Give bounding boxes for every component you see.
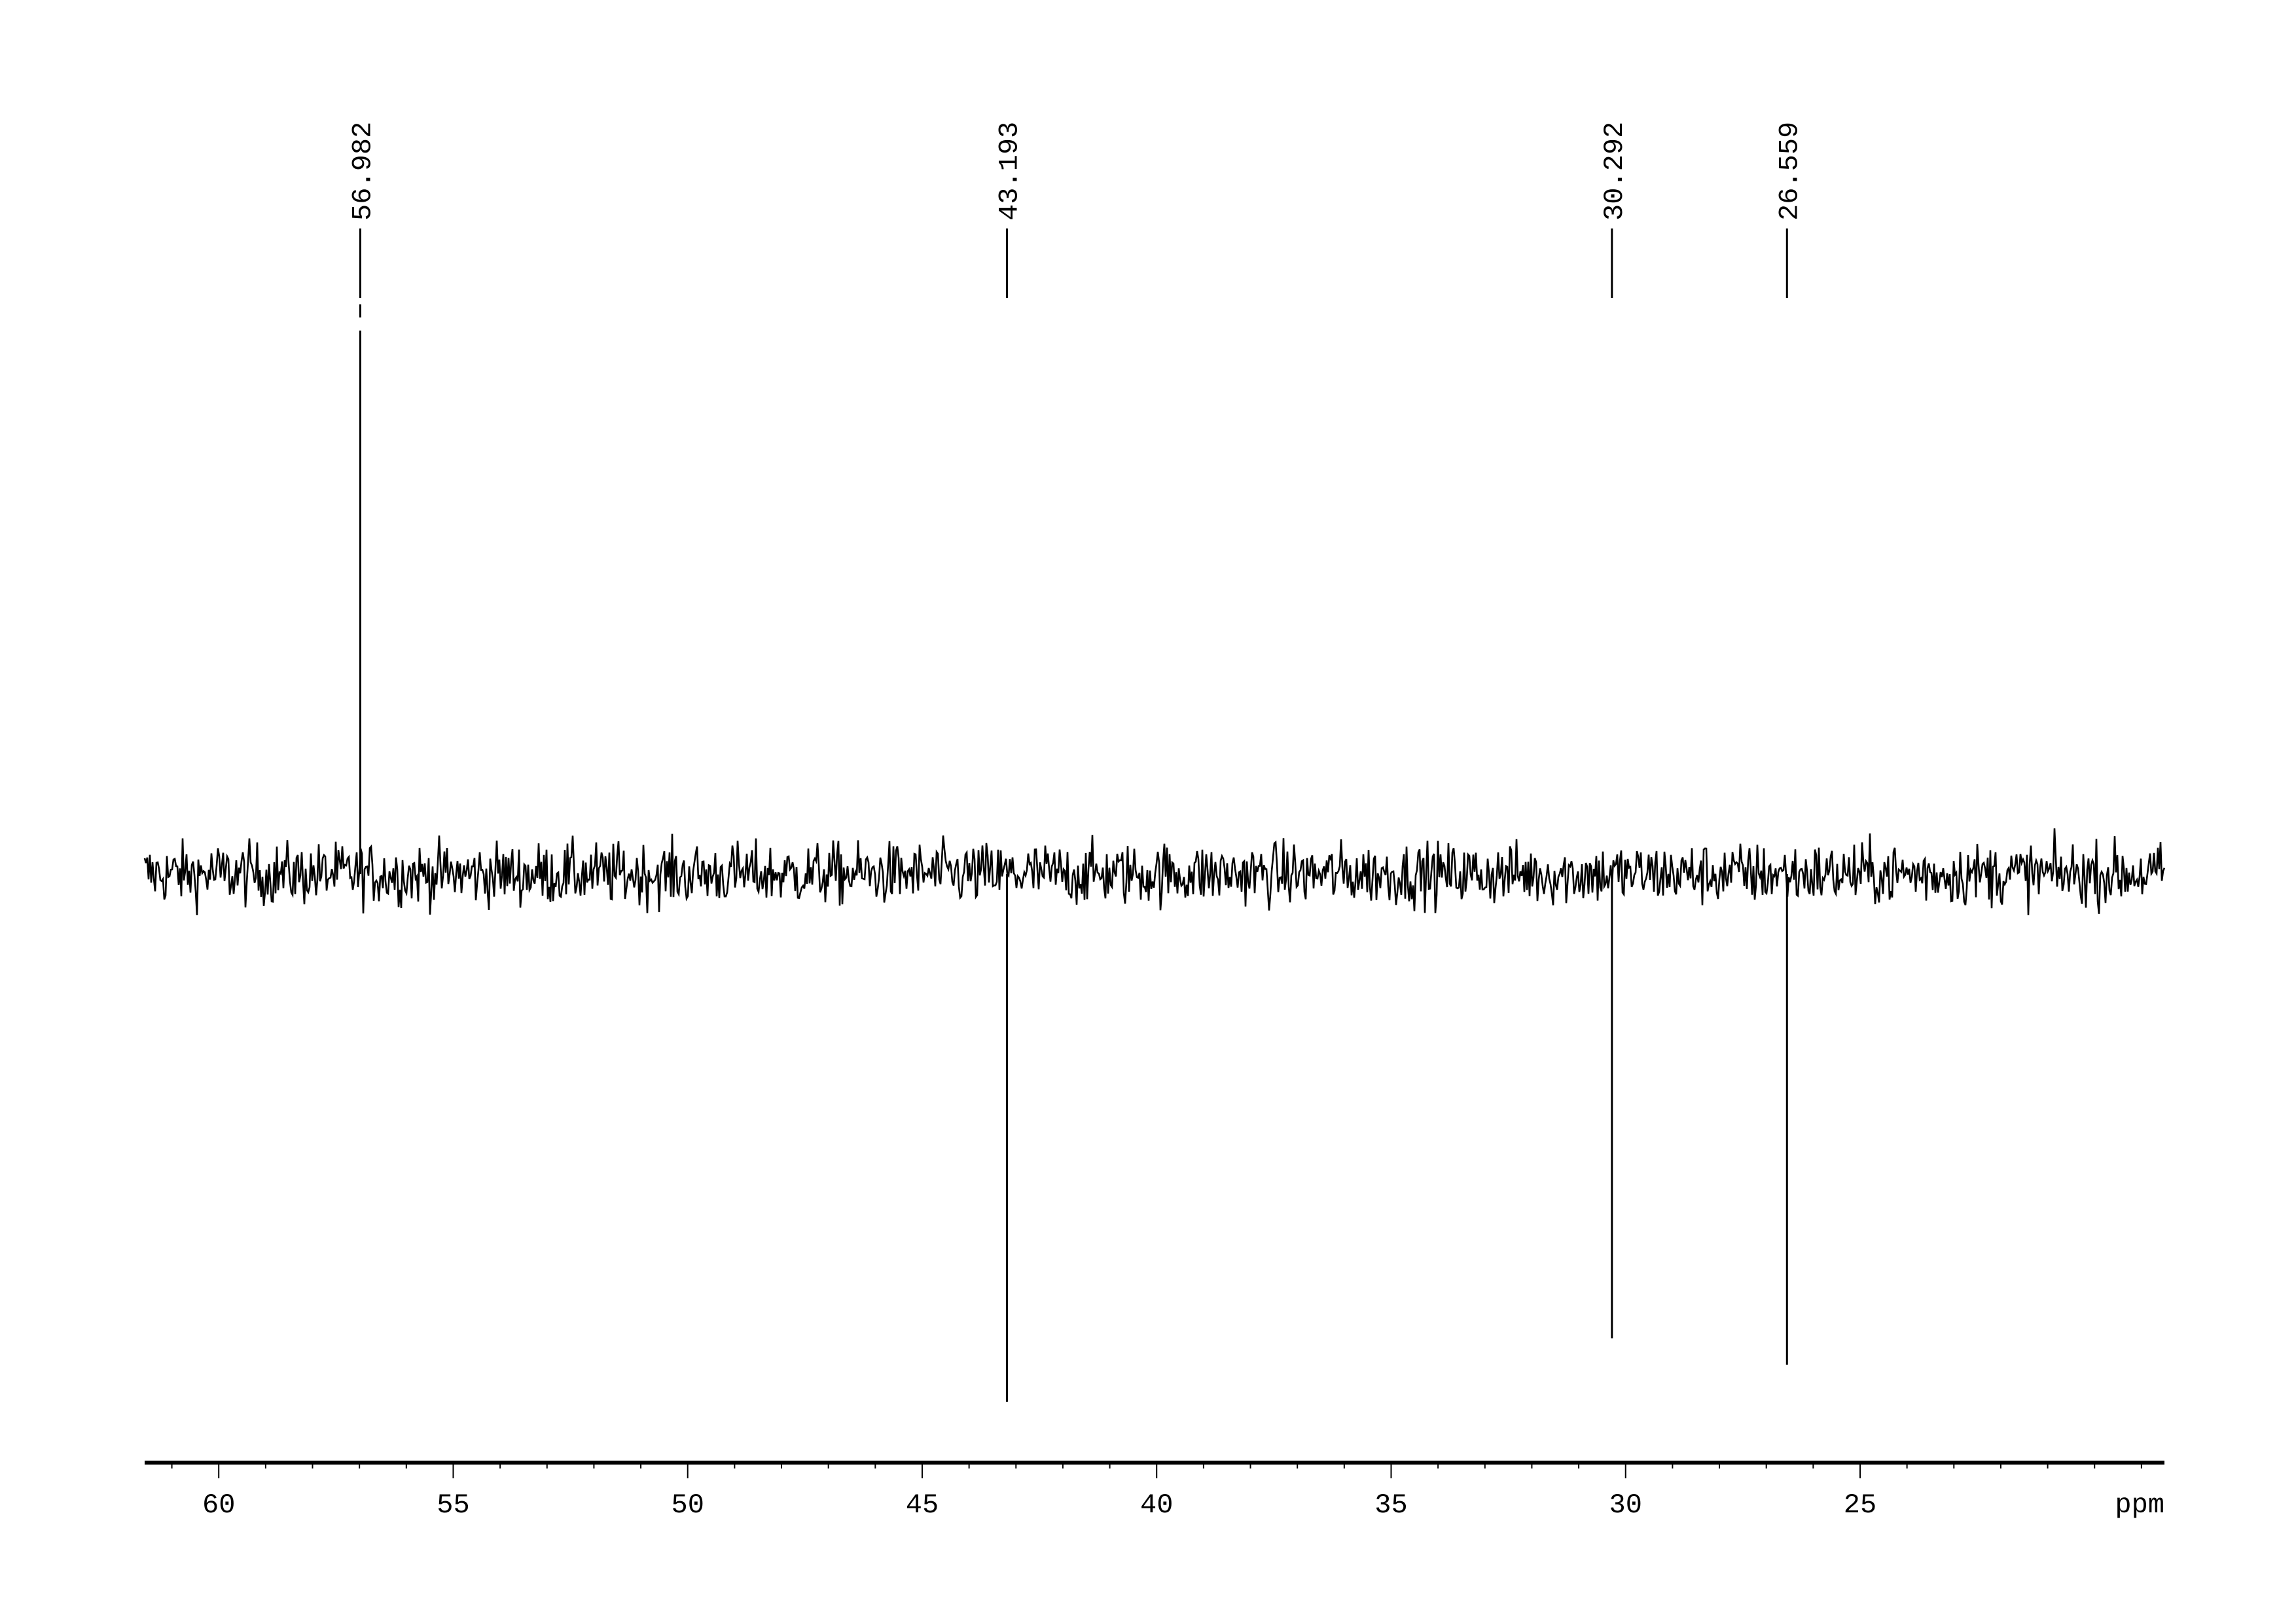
x-tick-label: 40	[1140, 1489, 1173, 1521]
x-tick-label: 35	[1374, 1489, 1407, 1521]
x-tick-label: 50	[672, 1489, 704, 1521]
peak-label: 43.193	[994, 122, 1025, 221]
x-tick-label: 55	[437, 1489, 469, 1521]
peak-labels: 56.982 43.193 30.292 26.559	[347, 122, 1805, 298]
spectrum-trace-group	[143, 304, 2166, 1402]
x-tick-label: 60	[202, 1489, 235, 1521]
x-tick-label: 30	[1609, 1489, 1642, 1521]
noise-baseline	[143, 828, 2166, 915]
peak-label: 26.559	[1774, 122, 1805, 221]
x-axis-unit-label: ppm	[2115, 1489, 2164, 1521]
x-tick-label: 25	[1844, 1489, 1876, 1521]
x-tick-label: 45	[906, 1489, 939, 1521]
peak-label: 56.982	[347, 122, 378, 221]
x-axis: 60 55 50 45 40 35 30 25 ppm	[145, 1461, 2164, 1521]
peak-label: 30.292	[1599, 122, 1630, 221]
